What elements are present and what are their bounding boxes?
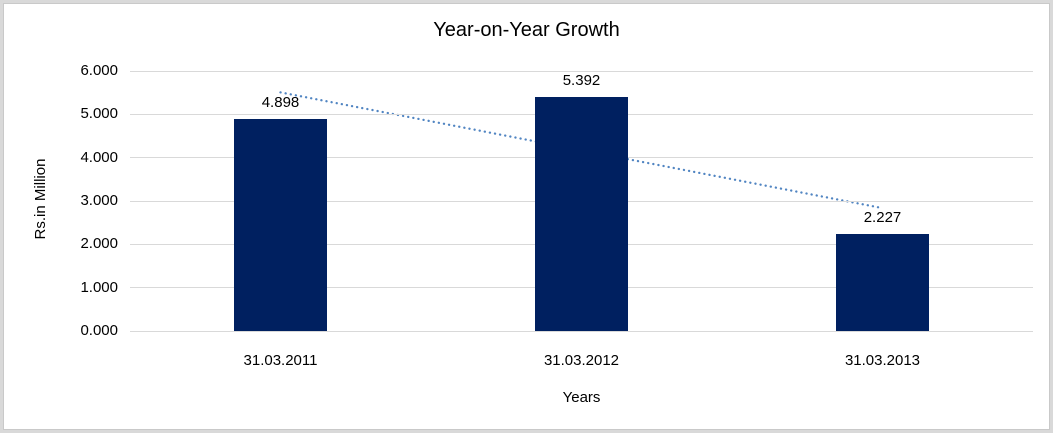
- category-label: 31.03.2012: [543, 352, 620, 369]
- bar-data-label: 5.392: [562, 72, 601, 90]
- gridline: [130, 330, 1033, 332]
- bar-data-label: 4.898: [261, 93, 300, 111]
- y-axis-title: Rs.in Million: [32, 158, 49, 240]
- y-tick-label: 6.000: [80, 62, 118, 79]
- chart-title: Year-on-Year Growth: [433, 19, 620, 41]
- y-tick-label: 2.000: [80, 235, 118, 253]
- category-label: 31.03.2013: [844, 352, 921, 369]
- y-tick-label: 1.000: [80, 278, 118, 296]
- y-tick-label: 0.000: [80, 322, 118, 339]
- plot-area: [130, 70, 1033, 332]
- bar: [836, 234, 929, 331]
- category-label: 31.03.2011: [243, 352, 318, 369]
- bar-data-label: 2.227: [863, 209, 902, 227]
- gridline: [130, 70, 1033, 72]
- bar: [535, 97, 628, 331]
- x-axis-title: Years: [562, 389, 601, 406]
- y-tick-label: 3.000: [80, 192, 118, 209]
- bar: [234, 118, 327, 331]
- y-tick-label: 5.000: [80, 105, 118, 123]
- y-tick-label: 4.000: [80, 148, 118, 166]
